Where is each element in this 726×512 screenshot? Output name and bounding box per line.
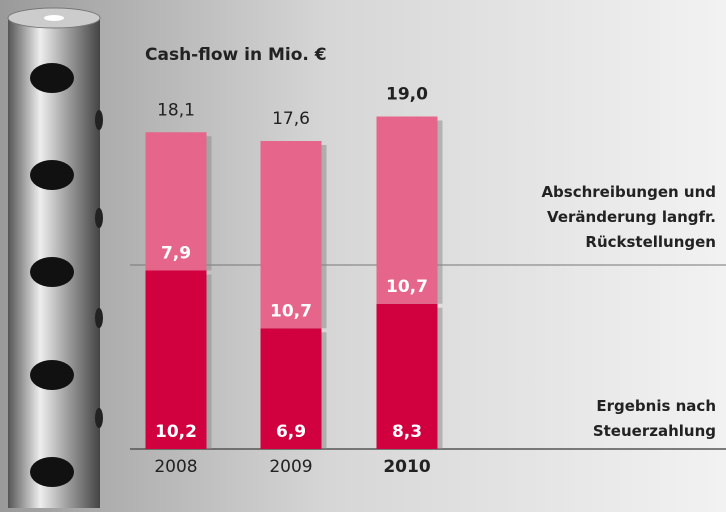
total-label: 17,6 (272, 109, 310, 129)
bar-segment (260, 141, 322, 329)
x-tick-label: 2010 (383, 457, 430, 477)
bar-segment (145, 132, 207, 271)
bar-segment (145, 270, 207, 449)
bar-segment (376, 116, 438, 304)
cylinder (7, 7, 103, 508)
total-label: 18,1 (157, 100, 195, 120)
bar-segment (260, 328, 322, 449)
data-label: 7,9 (161, 244, 191, 264)
data-label: 10,2 (155, 422, 197, 442)
legend-entry: Ergebnis nach Steuerzahlung (592, 397, 716, 440)
data-label: 6,9 (276, 422, 306, 442)
x-tick-label: 2009 (269, 457, 312, 477)
data-label: 8,3 (392, 422, 422, 442)
legend-entry: Abschreibungen und Veränderung langfr. R… (541, 183, 716, 251)
x-tick-label: 2008 (154, 457, 197, 477)
chart-title: Cash-flow in Mio. € (145, 45, 327, 65)
data-label: 10,7 (386, 277, 428, 297)
total-label: 19,0 (386, 85, 428, 105)
bar-segment (376, 303, 438, 449)
data-label: 10,7 (270, 301, 312, 321)
